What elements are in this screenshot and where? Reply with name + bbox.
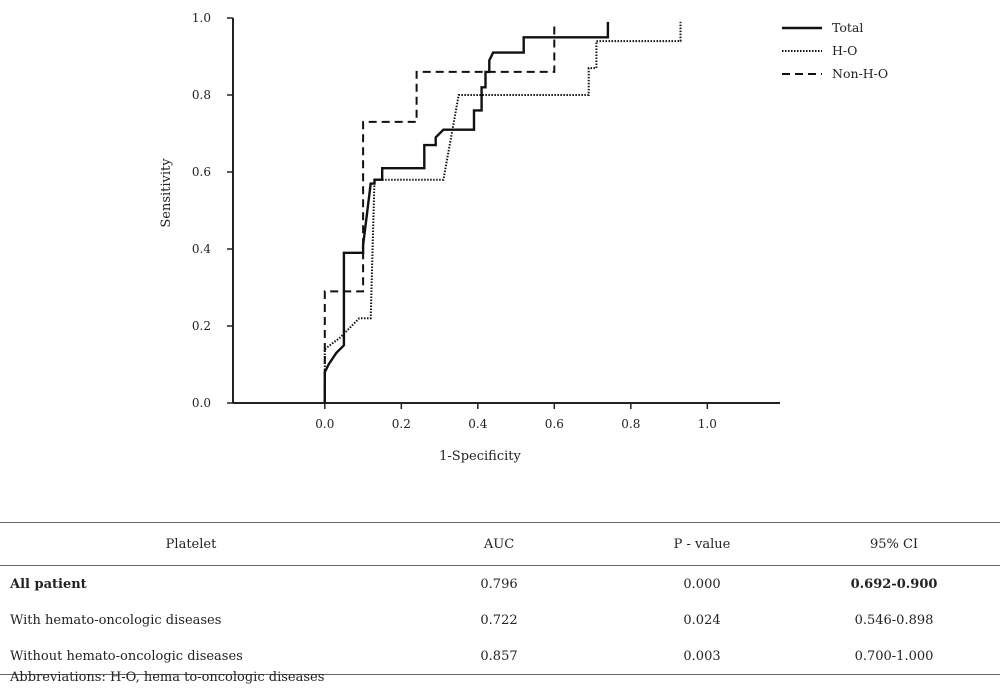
x-tick-label: 0.6 xyxy=(545,417,564,431)
x-tick-label: 0.4 xyxy=(468,417,487,431)
x-tick-label: 0.0 xyxy=(315,417,334,431)
series-line-non-h-o xyxy=(323,21,556,403)
legend-label-non-h-o: Non-H-O xyxy=(832,66,888,81)
row-auc: 0.722 xyxy=(480,612,518,628)
header-platelet: Platelet xyxy=(0,522,382,566)
row-p-value: 0.003 xyxy=(616,638,788,675)
x-tick-label: 0.8 xyxy=(621,417,640,431)
series-line-h-o xyxy=(323,21,682,403)
roc-chart: 0.0 0.2 0.4 0.6 0.8 1.0 0.0 0.2 0.4 0.6 0.8 1.0 Sen… xyxy=(159,11,888,464)
legend-label-h-o: H-O xyxy=(832,43,857,58)
series xyxy=(323,21,682,403)
row-p-value: 0.024 xyxy=(683,612,721,628)
row-ci: 0.546-0.898 xyxy=(854,612,934,628)
x-axis-title: 1-Specificity xyxy=(439,449,521,464)
row-auc: 0.796 xyxy=(480,576,518,592)
header-auc: AUC xyxy=(382,522,616,566)
row-label: With hemato-oncologic diseases xyxy=(10,612,222,628)
y-tick-label: 1.0 xyxy=(192,11,211,25)
y-tick-label: 0.2 xyxy=(192,319,211,333)
y-tick-label: 0.8 xyxy=(192,88,211,102)
table-header-row: Platelet AUC P - value 95% CI xyxy=(0,522,1000,566)
row-p-value: 0.000 xyxy=(683,576,721,592)
y-tick-label: 0.4 xyxy=(192,242,211,256)
legend: Total H-O Non-H-O xyxy=(782,20,888,81)
y-tick-label: 0.0 xyxy=(192,396,211,410)
legend-label-total: Total xyxy=(832,20,863,35)
row-auc: 0.857 xyxy=(382,638,616,675)
ticks: 0.0 0.2 0.4 0.6 0.8 1.0 0.0 0.2 0.4 0.6 0.8 1.0 xyxy=(192,11,717,431)
x-tick-label: 0.2 xyxy=(392,417,411,431)
results-table: Platelet AUC P - value 95% CI All patien… xyxy=(0,522,1000,675)
table-row: All patient 0.796 0.000 0.692-0.900 xyxy=(0,566,1000,603)
y-tick-label: 0.6 xyxy=(192,165,211,179)
table-row: With hemato-oncologic diseases 0.722 0.0… xyxy=(0,602,1000,638)
footnote: Abbreviations: H-O, hema to-oncologic di… xyxy=(10,670,325,685)
header-ci: 95% CI xyxy=(788,522,1000,566)
y-axis-title: Sensitivity xyxy=(159,158,174,228)
row-ci: 0.700-1.000 xyxy=(788,638,1000,675)
row-label: All patient xyxy=(10,576,87,592)
axes xyxy=(232,18,780,404)
table-row: Without hemato-oncologic diseases 0.857 … xyxy=(0,638,1000,675)
header-p-value: P - value xyxy=(616,522,788,566)
series-line-total xyxy=(323,21,610,403)
x-tick-label: 1.0 xyxy=(698,417,717,431)
row-ci: 0.692-0.900 xyxy=(850,576,938,592)
row-label: Without hemato-oncologic diseases xyxy=(0,638,382,675)
